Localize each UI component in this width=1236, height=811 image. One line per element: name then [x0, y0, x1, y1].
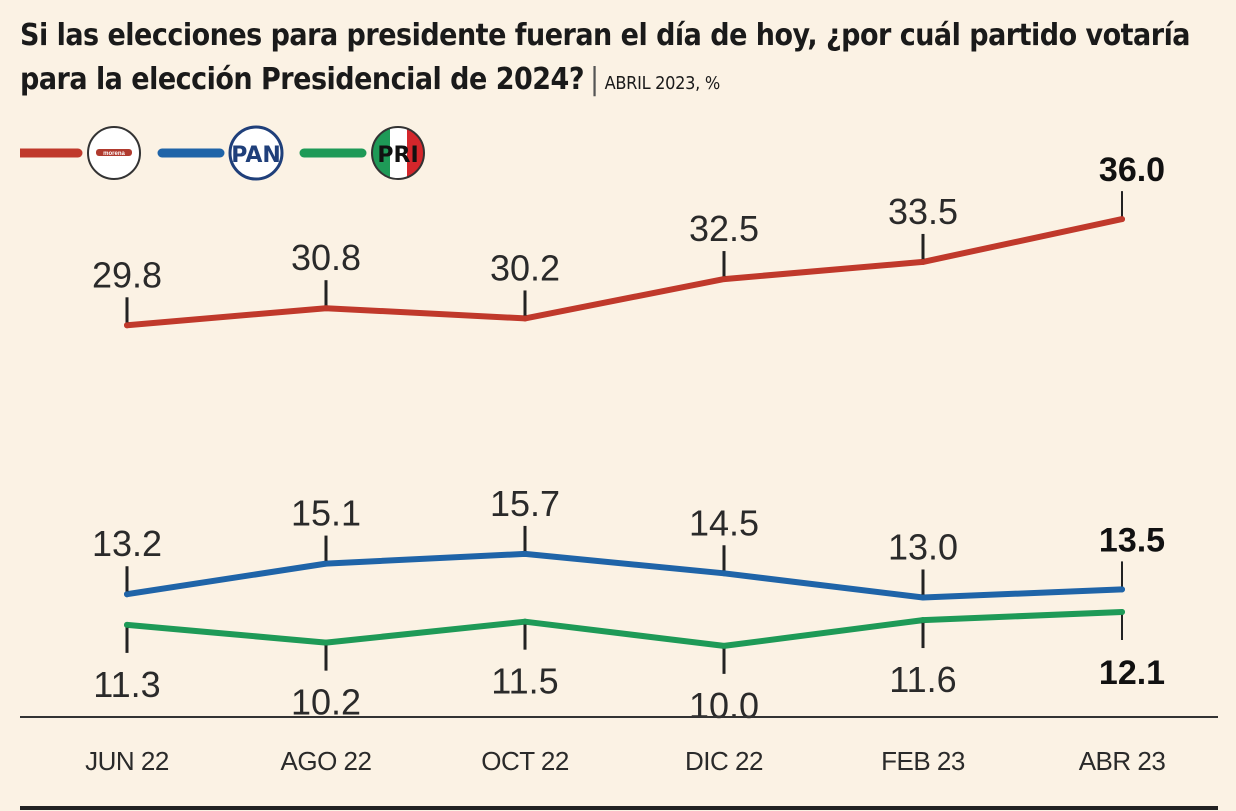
x-tick-label-1: AGO 22: [281, 746, 372, 776]
data-point-pan-2: [522, 550, 528, 557]
data-point-morena-1: [323, 305, 329, 312]
data-label-morena-0: 29.8: [92, 254, 162, 295]
data-point-pan-5: [1119, 586, 1125, 593]
data-point-pri-2: [522, 618, 528, 625]
x-tick-label-3: DIC 22: [685, 746, 763, 776]
morena-logo: morena: [87, 126, 141, 180]
data-label-pri-1: 10.2: [291, 682, 361, 723]
series-line-pri: [124, 609, 1125, 649]
data-point-morena-2: [522, 315, 528, 322]
data-label-morena-2: 30.2: [490, 247, 560, 288]
x-tick-label-0: JUN 22: [85, 746, 169, 776]
data-point-morena-3: [721, 276, 727, 283]
data-label-pri-0: 11.3: [93, 664, 160, 705]
data-label-pri-4: 11.6: [889, 659, 956, 700]
data-point-morena-4: [920, 258, 926, 265]
chart-subtitle: ABRIL 2023, %: [604, 73, 721, 94]
pri-logo-text: PRI: [377, 143, 418, 168]
plot: 29.8 30.8 30.2 32.5 33.5 36.0 13.2 15.1 15.7 14.5…: [92, 151, 1165, 726]
data-point-morena-5: [1119, 216, 1125, 223]
data-point-pan-1: [323, 560, 329, 567]
title-separator: |: [589, 62, 599, 97]
data-label-pri-2: 11.5: [491, 661, 558, 702]
chart-title: Si las elecciones para presidente fueran…: [20, 14, 1220, 106]
series-line-morena: [124, 216, 1125, 329]
data-label-morena-4: 33.5: [888, 191, 958, 232]
morena-logo-text: morena: [103, 151, 125, 157]
data-point-pan-4: [920, 594, 926, 601]
data-label-pan-0: 13.2: [92, 523, 162, 564]
data-label-pri-5: 12.1: [1099, 654, 1165, 692]
data-label-morena-3: 32.5: [689, 208, 759, 249]
pan-logo: PAN: [228, 125, 284, 181]
data-label-morena-5: 36.0: [1099, 151, 1165, 189]
data-point-pri-0: [124, 621, 130, 628]
data-label-pri-3: 10.0: [689, 685, 759, 726]
data-point-pri-4: [920, 617, 926, 624]
title-text: Si las elecciones para presidente fueran…: [20, 18, 1191, 97]
data-label-morena-1: 30.8: [291, 237, 361, 278]
data-point-morena-0: [124, 322, 130, 329]
data-label-pan-4: 13.0: [888, 526, 958, 567]
data-point-pri-3: [721, 642, 727, 649]
x-axis-labels: JUN 22 AGO 22 OCT 22 DIC 22 FEB 23 ABR 23: [85, 746, 1166, 776]
data-label-pan-5: 13.5: [1099, 521, 1165, 559]
x-tick-label-4: FEB 23: [881, 746, 965, 776]
data-label-pan-1: 15.1: [291, 493, 361, 534]
x-tick-label-5: ABR 23: [1079, 746, 1166, 776]
series-line-pan: [124, 550, 1125, 601]
data-point-pan-3: [721, 570, 727, 577]
data-point-pri-5: [1119, 608, 1125, 615]
legend: morena PAN PRI: [20, 125, 425, 181]
pan-logo-text: PAN: [231, 143, 281, 168]
data-point-pan-0: [124, 591, 130, 598]
data-label-pan-2: 15.7: [490, 483, 560, 524]
data-label-pan-3: 14.5: [689, 502, 759, 543]
x-tick-label-2: OCT 22: [481, 746, 569, 776]
data-point-pri-1: [323, 639, 329, 646]
pri-logo: PRI: [371, 126, 425, 180]
